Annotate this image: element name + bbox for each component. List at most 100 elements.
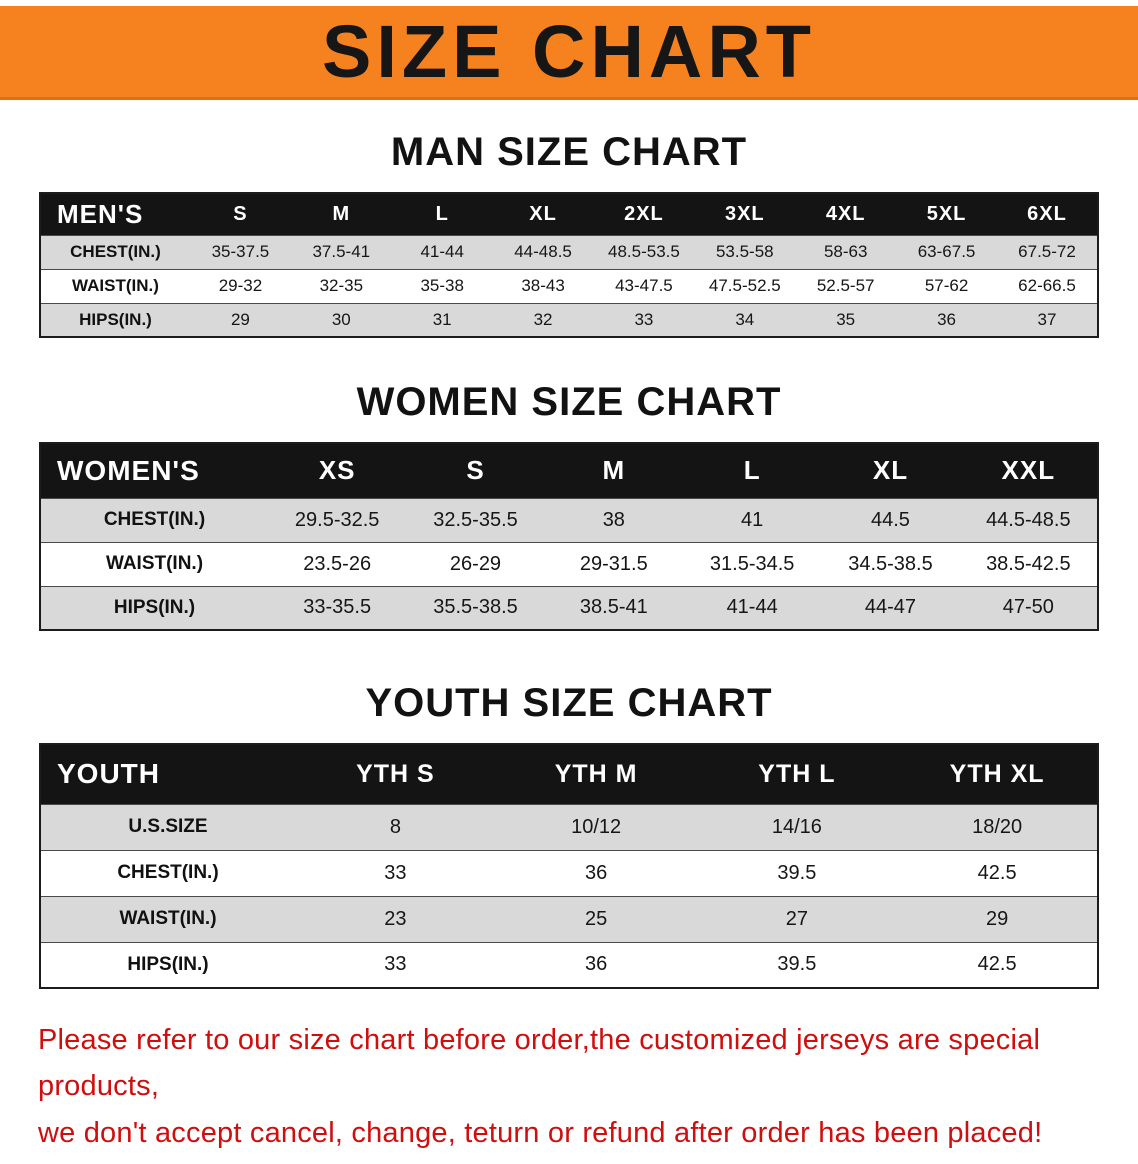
row-label: HIPS(IN.) (113, 596, 196, 618)
size-value: 29-32 (218, 276, 263, 295)
size-value: 62-66.5 (1018, 276, 1076, 295)
men-size-table: MEN'S S M L XL 2XL 3XL 4XL 5XL 6XL CHEST(IN.) 35-3… (39, 192, 1099, 338)
size-column-header: 3XL (724, 202, 765, 225)
size-column-header: XL (529, 202, 557, 225)
women-size-table: WOMEN'S XS S M L XL XXL CHEST(IN.) 29.5-32.5 32.… (39, 442, 1099, 631)
men-table-header-row: MEN'S S M L XL 2XL 3XL 4XL 5XL 6XL (40, 193, 1098, 235)
size-value: 29 (230, 309, 250, 329)
page-title: SIZE CHART (322, 9, 816, 93)
size-value: 37 (1037, 309, 1057, 329)
size-column-header: S (233, 202, 248, 225)
row-label: CHEST(IN.) (70, 242, 161, 261)
notice-line-1: Please refer to our size chart before or… (38, 1024, 1041, 1103)
table-row: U.S.SIZE 8 10/12 14/16 18/20 (40, 804, 1098, 850)
men-table-body: CHEST(IN.) 35-37.5 37.5-41 41-44 44-48.5 48.5… (40, 235, 1098, 337)
size-value: 30 (331, 309, 351, 329)
size-value: 41-44 (420, 242, 464, 261)
table-row: WAIST(IN.) 29-32 32-35 35-38 38-43 43-47.5 47.… (40, 269, 1098, 303)
size-value: 41-44 (726, 596, 778, 619)
size-column-header: 6XL (1027, 202, 1067, 225)
size-column-header: 4XL (825, 202, 866, 225)
size-column-header: YTH XL (949, 759, 1045, 788)
size-value: 27 (785, 907, 808, 930)
size-column-header: XXL (1001, 455, 1056, 486)
size-value: 53.5-58 (715, 242, 774, 261)
size-value: 34.5-38.5 (848, 552, 933, 575)
table-row: CHEST(IN.) 29.5-32.5 32.5-35.5 38 41 44.5 44.5… (40, 498, 1098, 542)
size-value: 36 (937, 309, 957, 329)
size-value: 58-63 (823, 242, 868, 261)
table-row: HIPS(IN.) 33-35.5 35.5-38.5 38.5-41 41-44 44-… (40, 586, 1098, 630)
size-column-header: S (466, 455, 485, 486)
size-value: 31.5-34.5 (709, 552, 795, 575)
size-value: 35.5-38.5 (433, 596, 518, 619)
size-value: 23.5-26 (303, 552, 372, 575)
size-value: 26-29 (449, 552, 502, 575)
table-corner-label: MEN'S (57, 198, 144, 229)
size-value: 32 (533, 309, 553, 329)
row-label: CHEST(IN.) (117, 862, 219, 883)
size-value: 33 (634, 309, 654, 329)
size-value: 44.5-48.5 (986, 508, 1071, 531)
row-label: HIPS(IN.) (127, 953, 209, 975)
size-value: 44-47 (864, 596, 917, 619)
size-value: 33 (384, 953, 407, 976)
size-value: 33-35.5 (303, 596, 372, 619)
row-label: U.S.SIZE (128, 816, 208, 837)
size-value: 42.5 (977, 953, 1017, 976)
size-value: 37.5-41 (312, 242, 371, 261)
size-column-header: 2XL (624, 202, 664, 225)
size-column-header: L (743, 455, 761, 486)
size-value: 47.5-52.5 (708, 276, 781, 295)
size-column-header: XS (318, 455, 356, 486)
men-section-heading: MAN SIZE CHART (390, 130, 748, 174)
women-section-heading: WOMEN SIZE CHART (356, 380, 782, 424)
size-value: 10/12 (571, 815, 622, 838)
size-value: 43-47.5 (615, 276, 673, 295)
size-value: 63-67.5 (917, 242, 976, 261)
size-column-header: L (435, 202, 449, 225)
size-value: 41 (741, 508, 764, 531)
size-value: 29.5-32.5 (294, 508, 380, 531)
size-value: 18/20 (972, 815, 1023, 838)
size-column-header: YTH L (758, 759, 836, 788)
size-value: 33 (384, 861, 407, 884)
size-value: 36 (585, 861, 608, 884)
size-value: 14/16 (771, 815, 822, 838)
table-row: HIPS(IN.) 29 30 31 32 33 34 35 36 37 (40, 303, 1098, 337)
youth-table-header-row: YOUTH YTH S YTH M YTH L YTH XL (40, 744, 1098, 804)
size-value: 8 (389, 815, 401, 838)
row-label: HIPS(IN.) (79, 309, 152, 329)
youth-section-heading: YOUTH SIZE CHART (365, 681, 773, 725)
size-value: 38-43 (521, 276, 565, 295)
size-column-header: YTH M (554, 759, 638, 788)
women-table-header-row: WOMEN'S XS S M L XL XXL (40, 443, 1098, 498)
notice-line-2: we don't accept cancel, change, teturn o… (38, 1116, 1043, 1149)
size-value: 25 (585, 907, 608, 930)
youth-size-table: YOUTH YTH S YTH M YTH L YTH XL U.S.SIZE 8 10/1… (39, 743, 1099, 989)
table-row: CHEST(IN.) 33 36 39.5 42.5 (40, 850, 1098, 896)
row-label: WAIST(IN.) (105, 553, 204, 574)
table-corner-label: WOMEN'S (57, 454, 200, 486)
size-column-header: 5XL (926, 202, 967, 225)
size-value: 48.5-53.5 (608, 242, 680, 261)
row-label: CHEST(IN.) (103, 509, 206, 530)
size-value: 42.5 (977, 861, 1017, 884)
size-value: 52.5-57 (816, 276, 875, 295)
title-banner: SIZE CHART (0, 6, 1138, 100)
size-column-header: M (602, 455, 626, 486)
table-row: WAIST(IN.) 23 25 27 29 (40, 896, 1098, 942)
table-row: WAIST(IN.) 23.5-26 26-29 29-31.5 31.5-34.5 34… (40, 542, 1098, 586)
size-value: 44.5 (871, 508, 910, 531)
size-value: 29 (986, 907, 1009, 930)
size-value: 31 (432, 309, 452, 329)
size-value: 32-35 (319, 276, 364, 295)
row-label: WAIST(IN.) (72, 276, 159, 295)
size-column-header: XL (872, 455, 909, 486)
size-value: 38.5-41 (579, 596, 648, 619)
size-value: 47-50 (1002, 596, 1054, 619)
size-value: 34 (735, 309, 755, 329)
size-value: 67.5-72 (1018, 242, 1076, 261)
size-value: 57-62 (924, 276, 969, 295)
